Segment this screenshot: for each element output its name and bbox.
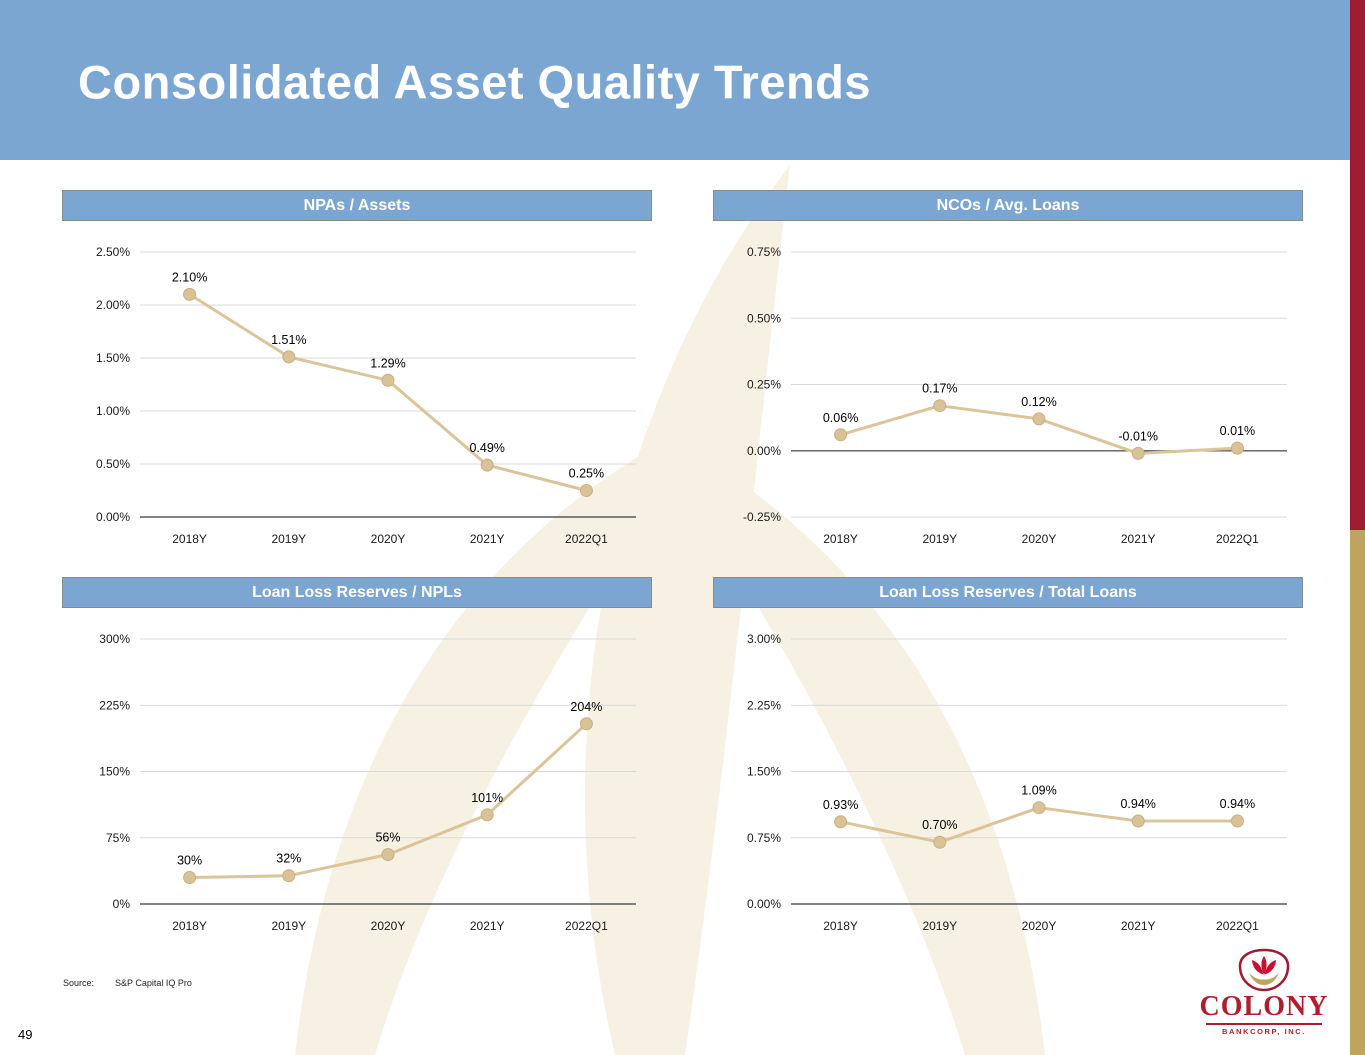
svg-text:0.01%: 0.01% (1220, 424, 1255, 438)
logo-subtitle: BANKCORP, INC. (1222, 1027, 1306, 1036)
chart-title-llr-npls: Loan Loss Reserves / NPLs (62, 577, 652, 608)
svg-text:2020Y: 2020Y (371, 532, 406, 546)
svg-text:-0.25%: -0.25% (743, 510, 781, 524)
svg-text:225%: 225% (99, 698, 130, 712)
svg-text:2019Y: 2019Y (271, 919, 306, 933)
chart-title-llr-total-loans: Loan Loss Reserves / Total Loans (713, 577, 1303, 608)
svg-text:30%: 30% (177, 854, 202, 868)
source-value: S&P Capital IQ Pro (115, 978, 192, 988)
chart-panel-ncos-avg-loans: NCOs / Avg. Loans -0.25% 0.00% 0.25% 0.50% 0… (713, 190, 1303, 569)
svg-text:2.50%: 2.50% (96, 245, 130, 259)
svg-text:1.50%: 1.50% (96, 351, 130, 365)
svg-text:2018Y: 2018Y (823, 919, 858, 933)
svg-text:1.00%: 1.00% (96, 404, 130, 418)
svg-text:0.75%: 0.75% (747, 245, 781, 259)
line-chart-ncos-avg-loans: -0.25% 0.00% 0.25% 0.50% 0.75% 2018Y 2019Y 2020… (743, 245, 1287, 546)
svg-text:32%: 32% (276, 852, 301, 866)
svg-text:2020Y: 2020Y (1022, 532, 1057, 546)
svg-text:2018Y: 2018Y (823, 532, 858, 546)
svg-text:-0.01%: -0.01% (1118, 429, 1158, 443)
svg-text:75%: 75% (106, 831, 130, 845)
svg-text:150%: 150% (99, 765, 130, 779)
svg-text:0.50%: 0.50% (96, 457, 130, 471)
logo-rule (1206, 1023, 1322, 1025)
right-edge-gold-stripe (1350, 530, 1365, 1055)
svg-text:0.00%: 0.00% (747, 444, 781, 458)
svg-text:2019Y: 2019Y (922, 532, 957, 546)
svg-text:2019Y: 2019Y (922, 919, 957, 933)
svg-text:2.10%: 2.10% (172, 270, 207, 284)
svg-text:2022Q1: 2022Q1 (1216, 919, 1259, 933)
svg-text:2021Y: 2021Y (470, 919, 505, 933)
source-note: Source: S&P Capital IQ Pro (63, 978, 192, 988)
svg-text:0.75%: 0.75% (747, 831, 781, 845)
svg-text:1.29%: 1.29% (370, 356, 405, 370)
svg-text:1.09%: 1.09% (1021, 784, 1056, 798)
chart-title-ncos-avg-loans: NCOs / Avg. Loans (713, 190, 1303, 221)
svg-text:0.94%: 0.94% (1220, 797, 1255, 811)
svg-text:0.25%: 0.25% (747, 378, 781, 392)
svg-text:0.06%: 0.06% (823, 411, 858, 425)
svg-text:0.12%: 0.12% (1021, 395, 1056, 409)
svg-text:56%: 56% (375, 831, 400, 845)
svg-text:2021Y: 2021Y (1121, 919, 1156, 933)
logo-wordmark: COLONY (1199, 991, 1329, 1022)
colony-bankcorp-logo: COLONY BANKCORP, INC. (1198, 948, 1330, 1036)
svg-text:2021Y: 2021Y (1121, 532, 1156, 546)
svg-text:2.00%: 2.00% (96, 298, 130, 312)
svg-text:0.93%: 0.93% (823, 798, 858, 812)
svg-text:2019Y: 2019Y (271, 532, 306, 546)
svg-text:0.94%: 0.94% (1120, 797, 1155, 811)
svg-text:2020Y: 2020Y (1022, 919, 1057, 933)
svg-text:2021Y: 2021Y (470, 532, 505, 546)
chart-panel-llr-npls: Loan Loss Reserves / NPLs 0% 75% 150% 225% 3… (62, 577, 652, 956)
svg-text:1.50%: 1.50% (747, 765, 781, 779)
title-banner: Consolidated Asset Quality Trends (0, 0, 1365, 160)
svg-text:2022Q1: 2022Q1 (565, 532, 608, 546)
right-edge-maroon-stripe (1350, 0, 1365, 530)
svg-text:204%: 204% (570, 700, 602, 714)
svg-text:2018Y: 2018Y (172, 532, 207, 546)
svg-text:0%: 0% (113, 897, 131, 911)
svg-text:2022Q1: 2022Q1 (1216, 532, 1259, 546)
svg-text:1.51%: 1.51% (271, 333, 306, 347)
svg-text:2022Q1: 2022Q1 (565, 919, 608, 933)
svg-text:2018Y: 2018Y (172, 919, 207, 933)
page-number: 49 (18, 1027, 33, 1042)
svg-text:0.49%: 0.49% (469, 441, 504, 455)
source-label: Source: (63, 978, 95, 988)
svg-text:3.00%: 3.00% (747, 632, 781, 646)
chart-panel-npas-assets: NPAs / Assets 0.00% 0.50% 1.00% 1.50% 2.00% 2… (62, 190, 652, 569)
colony-flower-icon (1238, 948, 1290, 992)
line-chart-npas-assets: 0.00% 0.50% 1.00% 1.50% 2.00% 2.50% 2018Y 2019Y… (96, 245, 636, 546)
line-chart-llr-total-loans: 0.00% 0.75% 1.50% 2.25% 3.00% 2018Y 2019Y 2020Y… (747, 632, 1287, 933)
svg-text:0.00%: 0.00% (96, 510, 130, 524)
svg-text:0.50%: 0.50% (747, 311, 781, 325)
svg-text:2.25%: 2.25% (747, 698, 781, 712)
svg-text:300%: 300% (99, 632, 130, 646)
page-title: Consolidated Asset Quality Trends (78, 55, 872, 109)
chart-panel-llr-total-loans: Loan Loss Reserves / Total Loans 0.00% 0.… (713, 577, 1303, 956)
svg-text:0.70%: 0.70% (922, 818, 957, 832)
svg-text:2020Y: 2020Y (371, 919, 406, 933)
svg-text:0.00%: 0.00% (747, 897, 781, 911)
svg-text:0.25%: 0.25% (569, 467, 604, 481)
chart-title-npas-assets: NPAs / Assets (62, 190, 652, 221)
svg-text:0.17%: 0.17% (922, 382, 957, 396)
svg-text:101%: 101% (471, 791, 503, 805)
line-chart-llr-npls: 0% 75% 150% 225% 300% 2018Y 2019Y 2020Y 2021Y 202… (99, 632, 636, 933)
